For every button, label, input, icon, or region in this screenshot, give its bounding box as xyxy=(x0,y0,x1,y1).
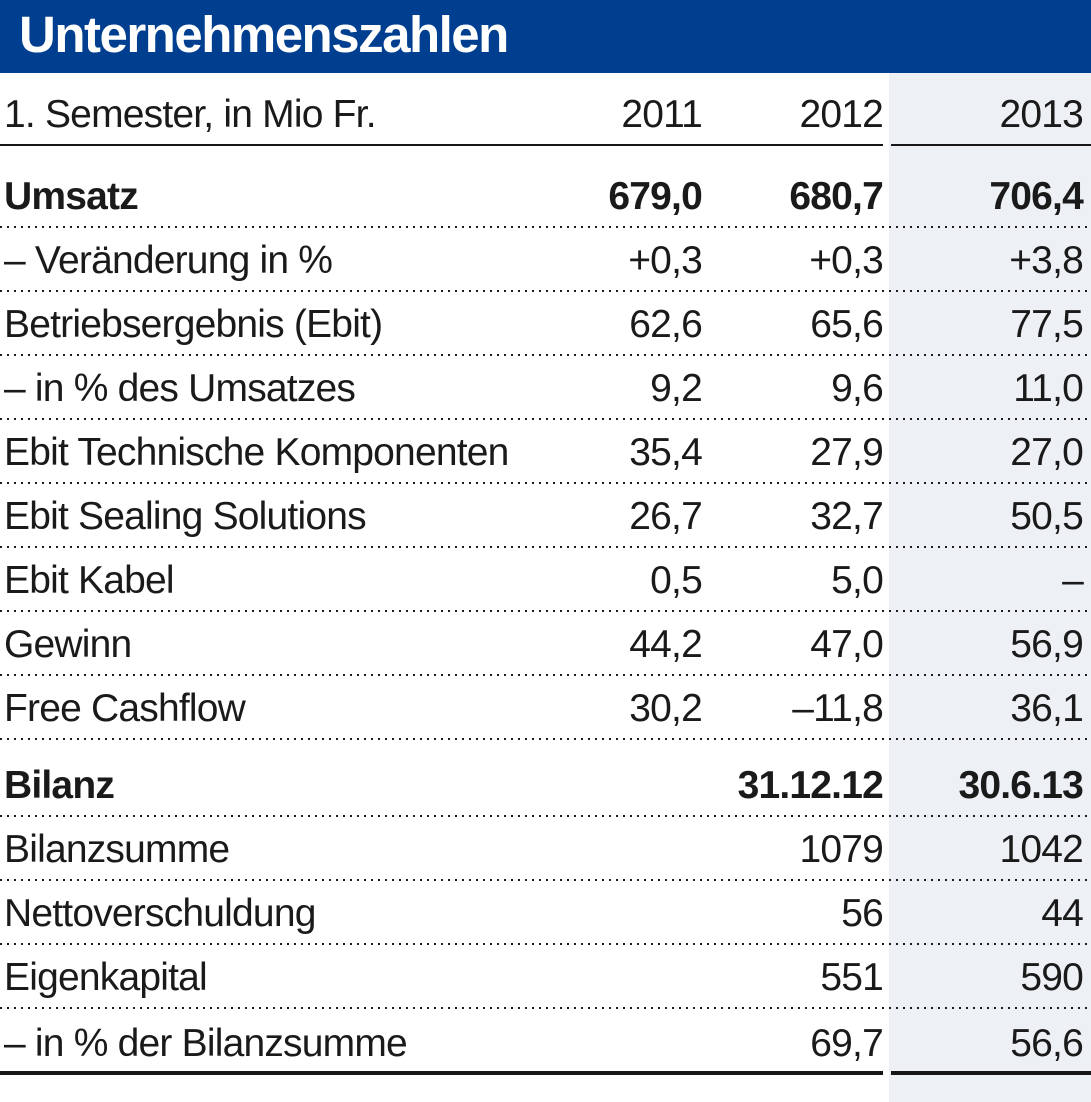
table-row-veraenderung: – Veränderung in % +0,3 +0,3 +3,8 xyxy=(0,228,1091,292)
highlight-column-2013 xyxy=(889,73,1091,1102)
row-label: Betriebsergebnis (Ebit) xyxy=(4,303,383,346)
row-label: Bilanzsumme xyxy=(4,828,230,871)
value-empty xyxy=(530,1063,702,1075)
row-label: Eigenkapital xyxy=(4,956,208,999)
value-2011: 26,7 xyxy=(629,495,703,538)
value-2013: +3,8 xyxy=(1009,239,1084,282)
value-2013: 11,0 xyxy=(1013,367,1084,410)
col-header-2012: 2012 xyxy=(799,93,883,136)
value-2011: 30,2 xyxy=(629,687,703,730)
table-row-gewinn: Gewinn 44,2 47,0 56,9 xyxy=(0,612,1091,676)
value-31-12-12: 1079 xyxy=(799,828,883,871)
row-label: Free Cashflow xyxy=(4,687,246,730)
value-2011: +0,3 xyxy=(628,239,703,282)
row-label: – Veränderung in % xyxy=(4,239,333,282)
row-label: Nettoverschuldung xyxy=(4,892,316,935)
value-2012: 9,6 xyxy=(831,367,884,410)
table-row-ebit-kabel: Ebit Kabel 0,5 5,0 – xyxy=(0,548,1091,612)
table-row-free-cashflow: Free Cashflow 30,2 –11,8 36,1 xyxy=(0,676,1091,740)
value-empty xyxy=(530,933,702,945)
value-2013: 706,4 xyxy=(989,175,1083,218)
table-row-betriebsergebnis: Betriebsergebnis (Ebit) 62,6 65,6 77,5 xyxy=(0,292,1091,356)
table-row-pct-bilanzsumme: – in % der Bilanzsumme 69,7 56,6 xyxy=(0,1009,1091,1075)
title-bar: Unternehmenszahlen xyxy=(0,0,1091,73)
value-2013: 56,9 xyxy=(1010,623,1084,666)
table-row-nettoverschuldung: Nettoverschuldung 56 44 xyxy=(0,881,1091,945)
value-2011: 62,6 xyxy=(629,303,703,346)
row-label: Ebit Sealing Solutions xyxy=(4,495,367,538)
value-30-6-13: 56,6 xyxy=(1010,1022,1084,1065)
value-31-12-12: 69,7 xyxy=(810,1022,884,1065)
col-header-30-6-13: 30.6.13 xyxy=(958,764,1083,807)
col-header-31-12-12: 31.12.12 xyxy=(737,764,884,807)
value-empty xyxy=(530,997,702,1009)
row-label: Ebit Technische Komponenten xyxy=(4,431,509,474)
page-title: Unternehmenszahlen xyxy=(19,6,509,63)
column-header-row: 1. Semester, in Mio Fr. 2011 2012 2013 xyxy=(0,73,1091,146)
value-2013: 77,5 xyxy=(1010,303,1084,346)
value-2011: 35,4 xyxy=(629,431,703,474)
value-30-6-13: 1042 xyxy=(999,828,1083,871)
value-2011: 0,5 xyxy=(650,559,703,602)
value-2012: 5,0 xyxy=(831,559,884,602)
table-row-eigenkapital: Eigenkapital 551 590 xyxy=(0,945,1091,1009)
row-label: – in % des Umsatzes xyxy=(4,367,356,410)
row-label: Umsatz xyxy=(4,175,139,218)
value-30-6-13: 44 xyxy=(1041,892,1084,935)
value-2011: 9,2 xyxy=(650,367,703,410)
unit-label: 1. Semester, in Mio Fr. xyxy=(4,93,377,136)
table-row-ebit-sealing-solutions: Ebit Sealing Solutions 26,7 32,7 50,5 xyxy=(0,484,1091,548)
value-2012: 32,7 xyxy=(810,495,884,538)
table-row-bilanzsumme: Bilanzsumme 1079 1042 xyxy=(0,817,1091,881)
value-2012: 65,6 xyxy=(810,303,884,346)
value-2013: 50,5 xyxy=(1010,495,1084,538)
value-2013: 36,1 xyxy=(1010,687,1084,730)
col-header-2011: 2011 xyxy=(621,93,702,136)
value-31-12-12: 56 xyxy=(841,892,884,935)
col-header-2013: 2013 xyxy=(999,93,1083,136)
value-2012: 47,0 xyxy=(810,623,884,666)
table-row-bilanz-header: Bilanz 31.12.12 30.6.13 xyxy=(0,740,1091,817)
value-empty xyxy=(530,805,702,817)
table-row-ebit-pct-umsatz: – in % des Umsatzes 9,2 9,6 11,0 xyxy=(0,356,1091,420)
table-row-ebit-technische-komponenten: Ebit Technische Komponenten 35,4 27,9 27… xyxy=(0,420,1091,484)
row-label: Gewinn xyxy=(4,623,132,666)
value-2011: 679,0 xyxy=(608,175,702,218)
table-row-umsatz: Umsatz 679,0 680,7 706,4 xyxy=(0,146,1091,228)
value-2013: 27,0 xyxy=(1010,431,1084,474)
value-30-6-13: 590 xyxy=(1020,956,1083,999)
value-2011: 44,2 xyxy=(629,623,703,666)
value-2012: +0,3 xyxy=(809,239,884,282)
value-2012: 27,9 xyxy=(810,431,884,474)
value-2013: – xyxy=(1062,559,1084,602)
row-label: Ebit Kabel xyxy=(4,559,175,602)
value-2012: 680,7 xyxy=(789,175,883,218)
value-31-12-12 xyxy=(530,869,702,881)
value-2012: –11,8 xyxy=(792,687,884,730)
section-label: Bilanz xyxy=(4,764,115,807)
row-label: – in % der Bilanzsumme xyxy=(4,1022,408,1065)
value-31-12-12: 551 xyxy=(820,956,883,999)
